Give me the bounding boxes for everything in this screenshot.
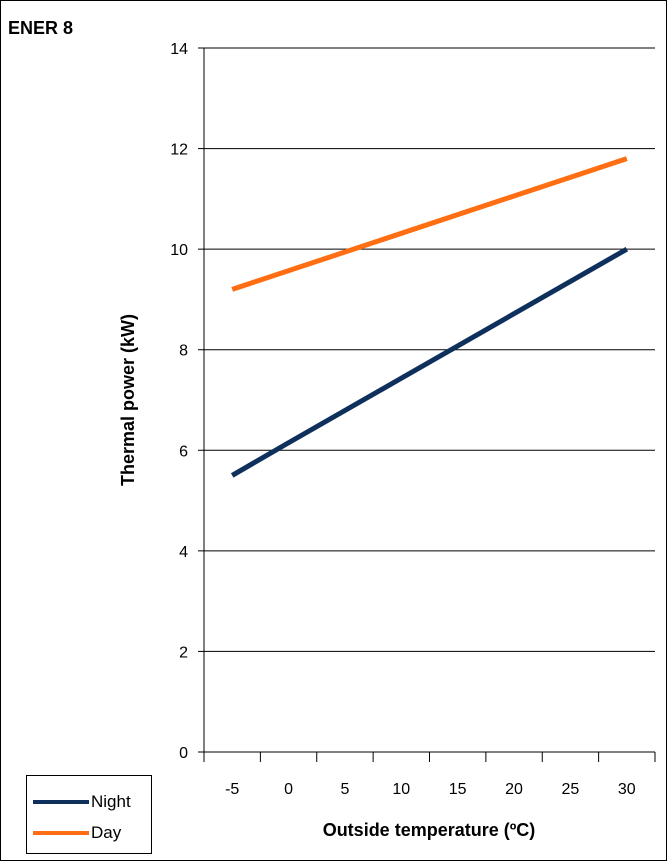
x-tick-label: 10 (392, 781, 410, 798)
y-tick-labels: 0 2 4 6 8 10 12 14 (170, 41, 188, 762)
y-tick-label: 12 (170, 142, 188, 159)
y-tick-label: 10 (170, 242, 188, 259)
x-tick-label: 15 (449, 781, 467, 798)
legend-label-day: Day (91, 823, 122, 842)
legend-swatch-day (33, 831, 89, 835)
grid (204, 47, 655, 652)
y-tick-label: 0 (179, 745, 188, 762)
legend-label-night: Night (91, 792, 131, 811)
legend-item-night: Night (33, 791, 131, 813)
x-tick-label: 30 (618, 781, 636, 798)
legend: Night Day (26, 775, 152, 854)
x-tick-label: 25 (562, 781, 580, 798)
y-tick-label: 4 (179, 544, 188, 561)
x-tick-label: -5 (225, 781, 239, 798)
x-tick-label: 5 (340, 781, 349, 798)
legend-swatch-night (33, 800, 89, 804)
x-tick-label: 20 (505, 781, 523, 798)
axes (198, 47, 656, 762)
y-tick-label: 6 (179, 443, 188, 460)
x-tick-labels: -5 0 5 10 15 20 25 30 (225, 781, 636, 798)
y-tick-label: 14 (170, 41, 188, 58)
series-line-night (230, 246, 629, 478)
x-axis-label: Outside temperature (ºC) (323, 820, 536, 840)
y-tick-label: 2 (179, 644, 188, 661)
y-tick-label: 8 (179, 343, 188, 360)
y-axis-label: Thermal power (kW) (118, 314, 138, 486)
legend-item-day: Day (33, 822, 121, 844)
series-line-day (231, 156, 628, 292)
chart-title: ENER 8 (8, 18, 74, 38)
x-tick-label: 0 (284, 781, 293, 798)
series-lines (230, 156, 629, 478)
